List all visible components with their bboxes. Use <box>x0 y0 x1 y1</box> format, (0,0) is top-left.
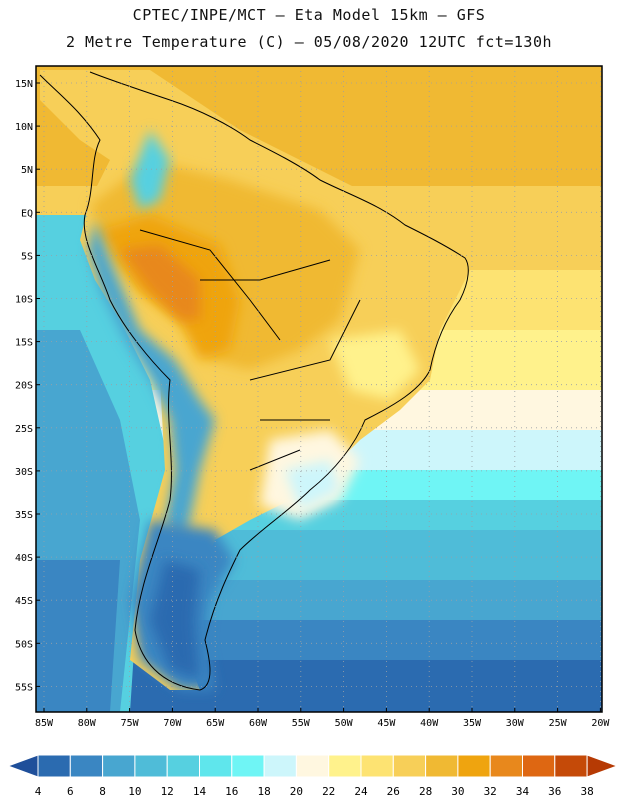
legend-swatch <box>328 754 362 778</box>
legend-value-label: 22 <box>322 785 335 798</box>
legend-value-label: 32 <box>484 785 497 798</box>
legend-value-label: 24 <box>354 785 368 798</box>
lon-tick-label: 85W <box>35 718 54 729</box>
lon-tick-label: 75W <box>121 718 140 729</box>
lat-tick-label: 35S <box>15 510 33 521</box>
lat-tick-label: 20S <box>15 381 33 392</box>
map-frame <box>35 65 603 713</box>
legend-value-label: 16 <box>225 785 238 798</box>
lon-tick-label: 20W <box>591 718 610 729</box>
lat-tick-label: 30S <box>15 467 33 478</box>
coastline <box>39 71 469 691</box>
lat-tick-label: 55S <box>15 682 33 693</box>
legend-swatch <box>37 754 71 778</box>
lat-tick-label: 45S <box>15 596 33 607</box>
legend-value-label: 26 <box>387 785 400 798</box>
legend-swatch <box>199 754 233 778</box>
color-legend: 4 6 8 10 12 14 16 18 20 22 24 26 28 30 32 34 36 38 <box>6 754 618 798</box>
longitude-labels: 85W 80W 75W 70W 65W 60W 55W 50W 45W 40W 35W 30W 25W 2… <box>35 708 610 729</box>
legend-swatch <box>134 754 168 778</box>
legend-value-label: 30 <box>451 785 464 798</box>
lon-tick-label: 70W <box>163 718 182 729</box>
legend-swatch <box>489 754 524 778</box>
latitude-labels: 15N 10N 5N EQ 5S 10S 15S 20S 25S 30S 35S 40S 45S 50S 5… <box>15 79 40 693</box>
legend-value-label: 6 <box>67 785 74 798</box>
legend-swatch <box>522 754 556 778</box>
legend-value-label: 8 <box>99 785 106 798</box>
lon-tick-label: 40W <box>420 718 439 729</box>
lon-tick-label: 25W <box>549 718 568 729</box>
lat-tick-label: 10N <box>15 122 33 133</box>
temperature-field <box>36 66 602 712</box>
legend-swatch <box>166 754 200 778</box>
legend-value-label: 10 <box>128 785 141 798</box>
legend-swatch <box>360 754 394 778</box>
lon-tick-label: 60W <box>249 718 268 729</box>
legend-value-label: 14 <box>193 785 207 798</box>
legend-value-label: 20 <box>290 785 303 798</box>
lon-tick-label: 55W <box>292 718 311 729</box>
legend-value-label: 4 <box>35 785 42 798</box>
lon-tick-label: 65W <box>206 718 225 729</box>
legend-swatch <box>231 754 265 778</box>
lat-tick-label: 40S <box>15 553 33 564</box>
lat-tick-label: EQ <box>21 208 33 219</box>
legend-value-label: 28 <box>419 785 432 798</box>
legend-value-label: 38 <box>580 785 593 798</box>
lat-tick-label: 50S <box>15 639 33 650</box>
lat-tick-label: 5N <box>21 165 33 176</box>
title-line-1: CPTEC/INPE/MCT – Eta Model 15km – GFS <box>132 6 486 24</box>
legend-value-label: 12 <box>161 785 174 798</box>
legend-value-label: 34 <box>516 785 530 798</box>
lat-tick-label: 15S <box>15 338 33 349</box>
lat-tick-label: 10S <box>15 295 33 306</box>
lon-tick-label: 50W <box>335 718 354 729</box>
legend-swatch <box>263 754 297 778</box>
legend-swatch <box>554 754 588 778</box>
lon-tick-label: 80W <box>78 718 97 729</box>
legend-value-label: 36 <box>548 785 561 798</box>
legend-swatch <box>69 754 104 778</box>
lon-tick-label: 30W <box>506 718 525 729</box>
lon-tick-label: 35W <box>463 718 482 729</box>
lat-tick-label: 5S <box>21 251 33 262</box>
legend-arrow-high <box>586 754 618 778</box>
legend-swatch <box>425 754 459 778</box>
legend-swatch <box>295 754 330 778</box>
legend-value-label: 18 <box>257 785 270 798</box>
legend-swatch <box>102 754 136 778</box>
legend-arrow-low <box>6 754 39 778</box>
lat-tick-label: 25S <box>15 424 33 435</box>
legend-swatch <box>457 754 491 778</box>
legend-swatch <box>392 754 427 778</box>
title-line-2: 2 Metre Temperature (C) – 05/08/2020 12U… <box>65 33 553 51</box>
lat-tick-label: 15N <box>15 79 33 90</box>
lon-tick-label: 45W <box>377 718 396 729</box>
